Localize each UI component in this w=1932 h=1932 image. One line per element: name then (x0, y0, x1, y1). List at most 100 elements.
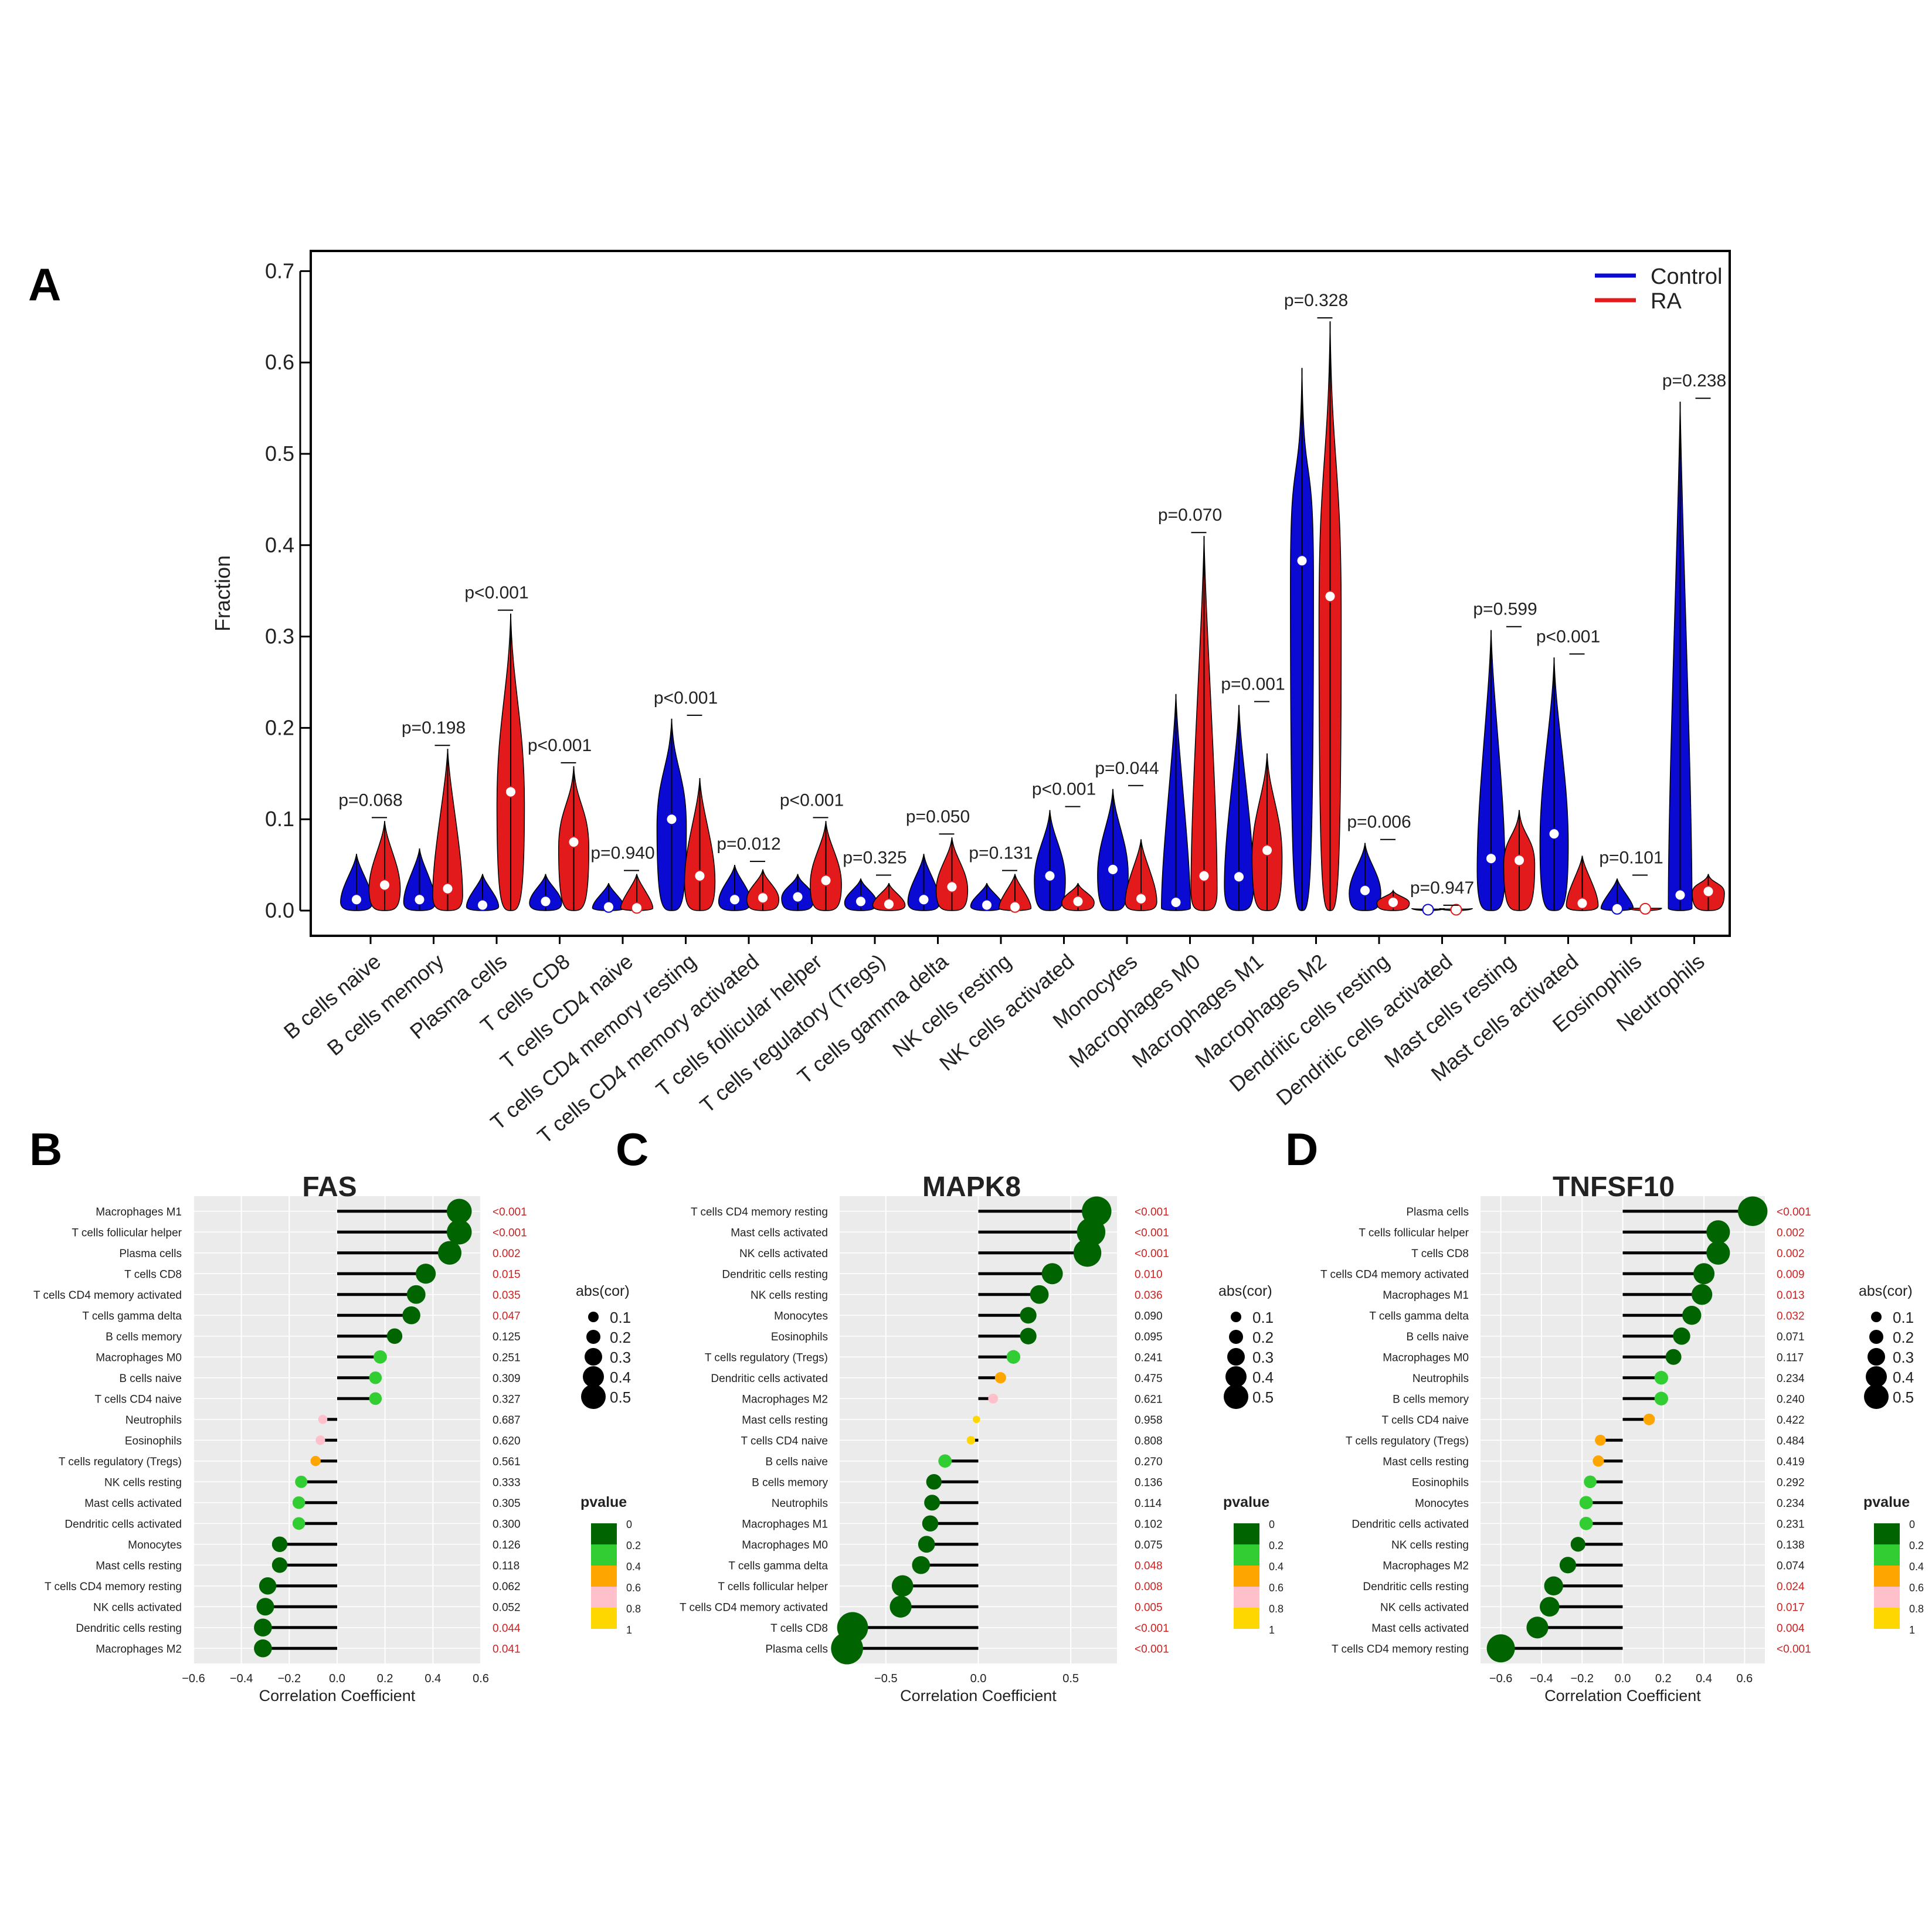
lollipop-dot (292, 1496, 305, 1509)
color-legend-label: 0.2 (626, 1540, 641, 1551)
p-value-label: p=0.001 (1221, 674, 1285, 694)
lollipop-dot (1579, 1496, 1593, 1510)
size-legend-dot (586, 1330, 600, 1344)
row-cell-label: NK cells activated (1380, 1601, 1469, 1614)
violin-median-ra (442, 882, 454, 895)
row-cell-label: Neutrophils (1413, 1373, 1469, 1385)
row-p-value: 0.475 (1135, 1373, 1163, 1385)
color-legend-swatch (1874, 1608, 1900, 1629)
row-cell-label: Macrophages M1 (96, 1206, 182, 1218)
lollipop-dot (1682, 1306, 1702, 1325)
size-legend-label: 0.1 (1893, 1309, 1914, 1326)
color-legend-label: 0 (626, 1519, 632, 1530)
row-p-value: 0.687 (493, 1414, 521, 1427)
row-p-value: 0.292 (1777, 1476, 1805, 1489)
row-p-value: 0.234 (1777, 1498, 1805, 1510)
lollipop-dot (1539, 1597, 1560, 1617)
row-cell-label: Plasma cells (1406, 1206, 1469, 1218)
row-cell-label: Eosinophils (1412, 1476, 1469, 1489)
x-tick-label: −0.2 (1570, 1672, 1593, 1685)
row-cell-label: NK cells activated (93, 1601, 182, 1614)
p-value-label: p=0.238 (1662, 371, 1726, 391)
row-cell-label: T cells CD8 (1411, 1248, 1469, 1260)
color-legend-swatch (1874, 1523, 1900, 1544)
lollipop-dot (259, 1577, 277, 1595)
row-p-value: 0.002 (493, 1248, 521, 1260)
lollipop-dot (254, 1639, 272, 1658)
p-value-label: p<0.001 (1032, 780, 1096, 799)
violin-median-control (1674, 889, 1686, 901)
p-value-label: p<0.001 (1536, 627, 1600, 646)
size-legend-dot (1869, 1330, 1883, 1344)
row-cell-label: T cells gamma delta (82, 1310, 182, 1322)
row-p-value: 0.234 (1777, 1373, 1805, 1385)
color-legend-swatch (1234, 1544, 1259, 1566)
row-p-value: <0.001 (493, 1206, 527, 1218)
row-cell-label: B cells memory (106, 1331, 182, 1343)
p-value-label: p<0.001 (780, 790, 844, 810)
lollipop-dot (254, 1618, 272, 1637)
chart-title: FAS (302, 1172, 356, 1203)
row-p-value: 0.621 (1135, 1393, 1163, 1405)
size-legend-dot (583, 1366, 604, 1387)
lollipop-dot (1073, 1239, 1102, 1267)
size-legend-label: 0.3 (1893, 1349, 1914, 1366)
x-tick-label: 0.2 (1655, 1672, 1672, 1685)
color-legend-label: 0.2 (1269, 1540, 1284, 1551)
row-cell-label: T cells CD8 (770, 1622, 828, 1635)
lollipop-dot (922, 1515, 939, 1532)
lollipop-dot (1691, 1284, 1713, 1305)
row-cell-label: Dendritic cells resting (76, 1622, 182, 1635)
violin-median-ra (1198, 870, 1210, 882)
p-value-label: p=0.599 (1473, 600, 1537, 619)
color-legend-label: 0.4 (1909, 1561, 1924, 1573)
violin-median-control (1485, 853, 1497, 865)
row-p-value: 0.074 (1777, 1560, 1805, 1572)
row-p-value: 0.114 (1135, 1498, 1162, 1510)
lollipop-dot (1030, 1285, 1049, 1304)
p-value-label: p=0.012 (717, 834, 780, 854)
size-legend-label: 0.1 (610, 1309, 631, 1326)
size-legend-dot (1864, 1384, 1889, 1409)
lollipop-dot (1544, 1576, 1563, 1595)
p-value-label: p=0.198 (402, 718, 466, 738)
row-p-value: <0.001 (1135, 1622, 1169, 1635)
chart-title: TNFSF10 (1553, 1172, 1675, 1203)
lollipop-dot (315, 1435, 325, 1445)
violin-median-control (918, 894, 930, 906)
size-legend-title: abs(cor) (1859, 1283, 1913, 1299)
row-cell-label: T cells follicular helper (718, 1581, 828, 1593)
row-p-value: 0.958 (1135, 1414, 1163, 1427)
lollipop-dot (1665, 1349, 1682, 1365)
p-value-label: p=0.101 (1599, 848, 1663, 867)
row-p-value: 0.125 (493, 1331, 521, 1343)
row-p-value: 0.102 (1135, 1518, 1163, 1530)
color-legend-label: 0.8 (1909, 1603, 1924, 1615)
lollipop-dot (369, 1392, 382, 1405)
violin-median-control (1044, 870, 1056, 882)
row-cell-label: B cells memory (752, 1476, 828, 1489)
color-legend-swatch (1234, 1608, 1259, 1629)
row-cell-label: NK cells resting (1391, 1539, 1469, 1551)
row-p-value: 0.052 (493, 1601, 521, 1614)
p-value-label: p=0.325 (843, 848, 906, 867)
row-cell-label: T cells CD4 memory activated (680, 1601, 828, 1614)
size-legend-label: 0.3 (1252, 1349, 1274, 1366)
violin-median-control (1548, 828, 1560, 840)
violin-median-ra (1072, 895, 1084, 908)
x-tick-label: 0.4 (425, 1672, 441, 1685)
violin-median-ra (568, 836, 580, 848)
row-cell-label: T cells CD4 memory resting (1332, 1643, 1469, 1655)
row-p-value: <0.001 (1135, 1227, 1169, 1239)
row-cell-label: B cells naive (119, 1373, 182, 1385)
lollipop-dot (1020, 1307, 1037, 1324)
p-value-label: p=0.006 (1347, 813, 1411, 832)
row-cell-label: Macrophages M2 (96, 1643, 182, 1655)
row-cell-label: B cells naive (765, 1456, 828, 1468)
p-value-label: p=0.131 (969, 844, 1033, 863)
x-tick-label: 0.0 (329, 1672, 345, 1685)
y-tick-label: 0.4 (265, 533, 294, 557)
row-p-value: <0.001 (493, 1227, 527, 1239)
p-value-label: p=0.947 (1410, 878, 1474, 898)
color-legend-swatch (1874, 1544, 1900, 1566)
